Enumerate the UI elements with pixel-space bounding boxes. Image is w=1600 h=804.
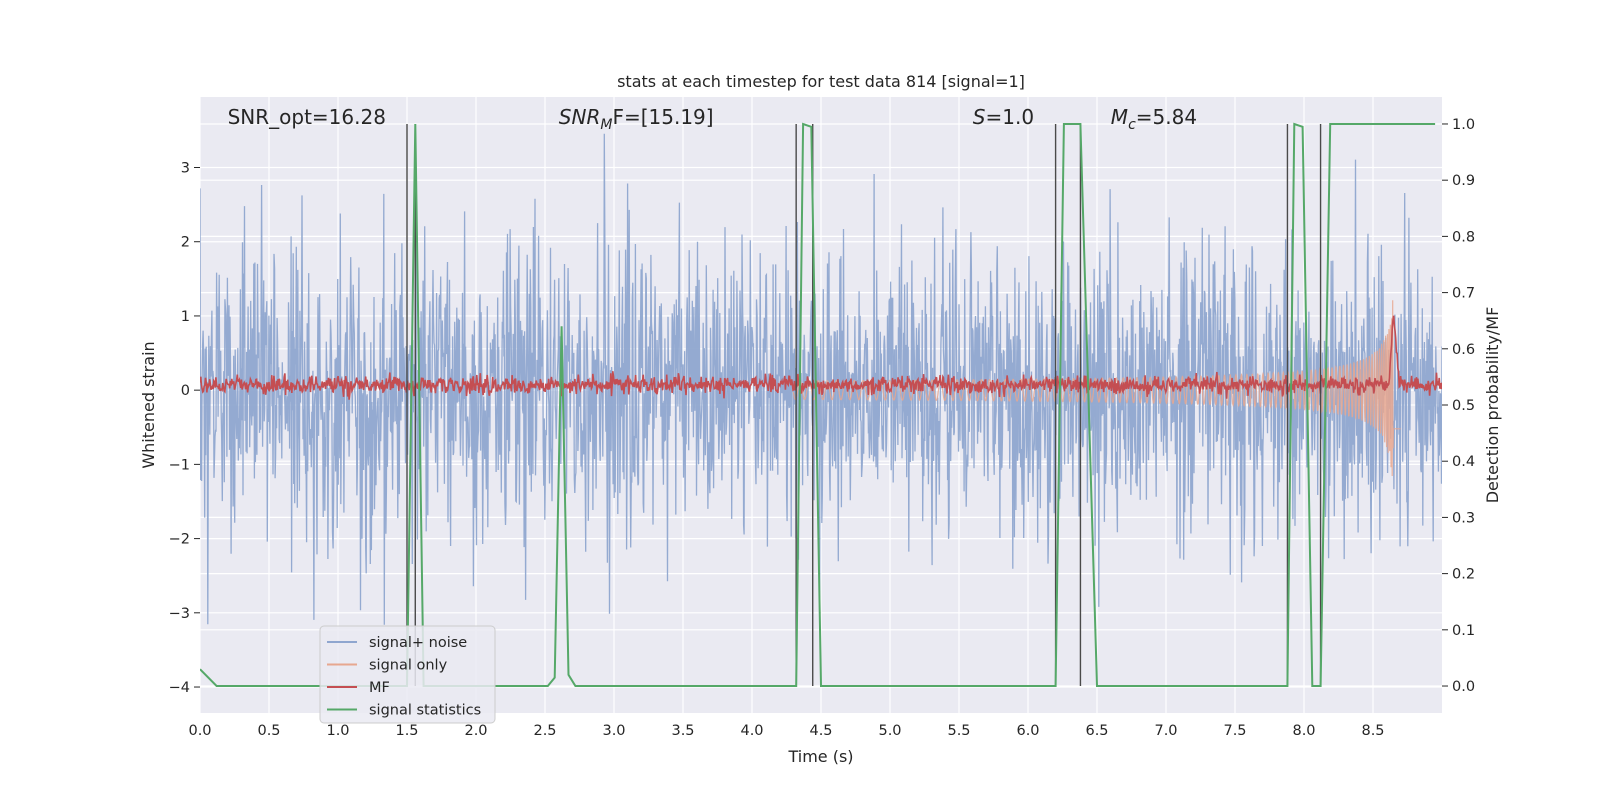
annotation-subscript: M: [600, 117, 612, 133]
y-tick-label: 1: [181, 309, 190, 325]
legend-label: signal statistics: [369, 703, 481, 719]
annotation-italic: M: [1111, 105, 1128, 129]
y2-tick-label: 1.0: [1452, 117, 1475, 133]
y2-tick-label: 0.1: [1452, 623, 1475, 639]
x-tick-label: 3.0: [602, 723, 625, 739]
y-tick-label: −2: [169, 532, 190, 548]
annotation-suffix: =1.0: [986, 105, 1035, 129]
y2-tick-label: 0.0: [1452, 679, 1475, 695]
x-tick-label: 2.5: [533, 723, 556, 739]
x-tick-label: 1.5: [395, 723, 418, 739]
legend-label: signal only: [369, 658, 448, 674]
y2-tick-label: 0.4: [1452, 454, 1475, 470]
y2-tick-label: 0.6: [1452, 342, 1475, 358]
x-tick-label: 8.0: [1292, 723, 1315, 739]
y-tick-label: −4: [169, 680, 190, 696]
x-tick-label: 2.0: [464, 723, 487, 739]
y-axis-label: Whitened strain: [139, 341, 158, 468]
x-tick-label: 6.0: [1016, 723, 1039, 739]
y2-tick-label: 0.5: [1452, 398, 1475, 414]
x-tick-label: 4.0: [740, 723, 763, 739]
x-tick-label: 6.5: [1085, 723, 1108, 739]
y-tick-label: −1: [169, 457, 190, 473]
y2-tick-label: 0.3: [1452, 510, 1475, 526]
y2-tick-label: 0.8: [1452, 229, 1475, 245]
annotation-italic: S: [973, 105, 986, 129]
annotation-suffix: =5.84: [1136, 105, 1197, 129]
annotation-text: SNR_opt=16.28: [228, 105, 386, 129]
annotation-text: Mc=5.84: [1111, 105, 1197, 133]
x-tick-label: 3.5: [671, 723, 694, 739]
x-tick-label: 5.0: [878, 723, 901, 739]
y-tick-label: 3: [181, 161, 190, 177]
x-tick-label: 0.0: [188, 723, 211, 739]
y-tick-label: −3: [169, 606, 190, 622]
x-tick-label: 1.0: [326, 723, 349, 739]
annotation-prefix: SNR_opt=16.28: [228, 105, 386, 129]
annotation-suffix: F=[15.19]: [612, 105, 713, 129]
legend: signal+ noise signal only MF signal statist…: [320, 626, 495, 723]
x-tick-label: 4.5: [809, 723, 832, 739]
legend-label: MF: [369, 680, 390, 696]
x-tick-label: 5.5: [947, 723, 970, 739]
x-tick-label: 7.5: [1223, 723, 1246, 739]
y-tick-label: 2: [181, 235, 190, 251]
y2-tick-label: 0.2: [1452, 567, 1475, 583]
x-tick-label: 7.0: [1154, 723, 1177, 739]
y2-tick-label: 0.7: [1452, 286, 1475, 302]
y-tick-label: 0: [181, 383, 190, 399]
x-tick-label: 8.5: [1361, 723, 1384, 739]
annotation-text: S=1.0: [973, 105, 1034, 129]
annotation-text: SNRMF=[15.19]: [559, 105, 714, 133]
legend-label: signal+ noise: [369, 635, 467, 651]
x-axis-label: Time (s): [787, 747, 853, 766]
annotation-italic: SNR: [559, 105, 601, 129]
y2-axis-label: Detection probability/MF: [1483, 307, 1502, 504]
x-tick-label: 0.5: [257, 723, 280, 739]
chart-title: stats at each timestep for test data 814…: [617, 72, 1025, 91]
y2-tick-label: 0.9: [1452, 173, 1475, 189]
